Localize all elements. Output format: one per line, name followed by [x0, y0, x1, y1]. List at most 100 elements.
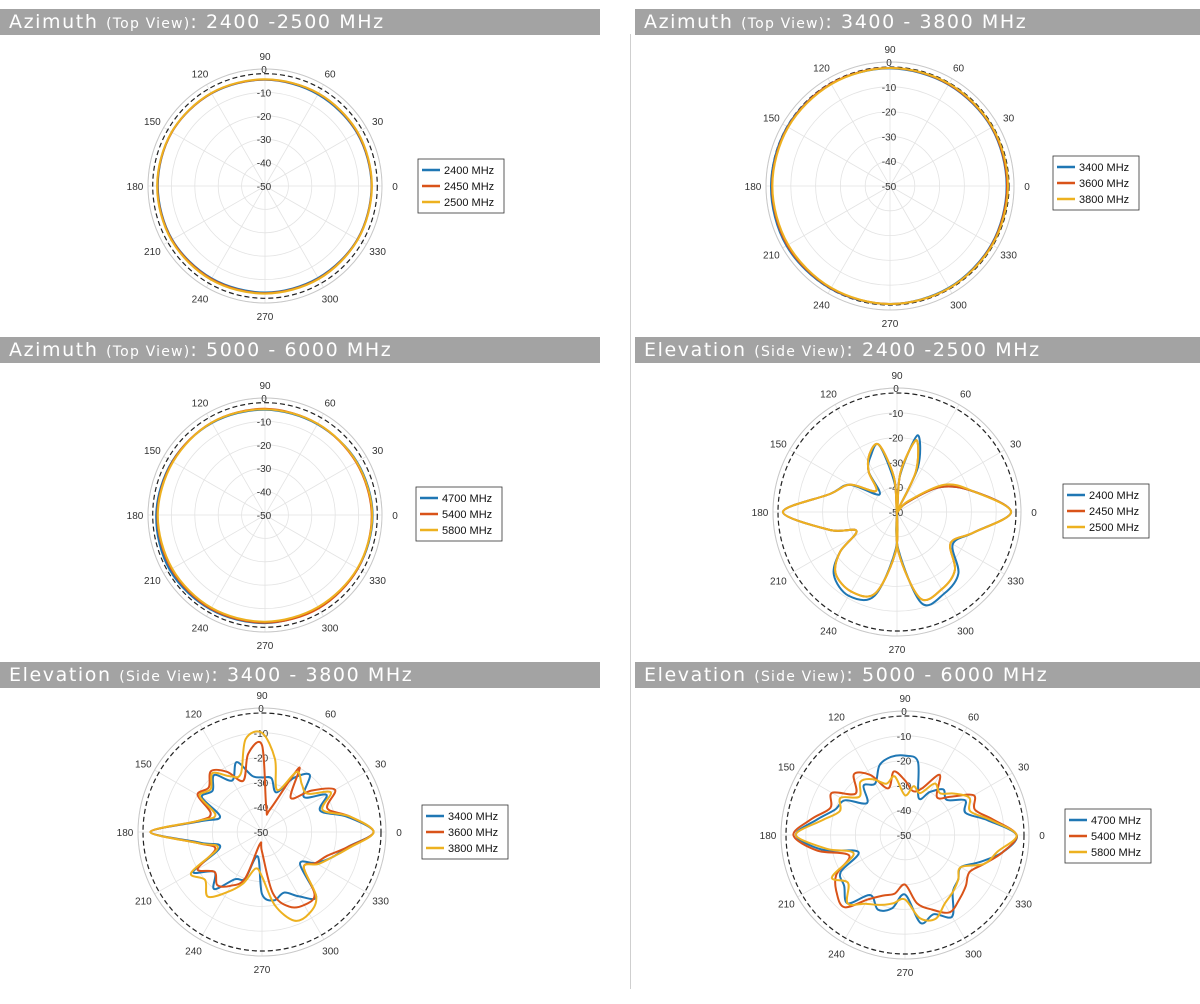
radial-tick-label: -30 — [257, 464, 272, 475]
reference-circle — [777, 392, 1017, 632]
angle-tick-label: 210 — [144, 247, 161, 258]
polar-frame — [147, 68, 383, 304]
grid-spoke — [206, 185, 266, 288]
grid-spoke — [834, 511, 898, 620]
angle-tick-label: 30 — [372, 446, 384, 457]
angle-tick-label: 60 — [325, 709, 337, 720]
angle-tick-label: 240 — [192, 295, 209, 306]
angle-tick-label: 90 — [259, 381, 271, 392]
angle-tick-label: 150 — [770, 440, 787, 451]
radial-tick-label: -50 — [257, 511, 272, 522]
angle-tick-label: 270 — [257, 641, 274, 652]
angle-tick-label: 0 — [1039, 831, 1045, 842]
legend-label: 5800 MHz — [1091, 847, 1141, 859]
polar-chart: 0 30 60 90 120 150 180 210 240 270 300 330 0 -10 -20 -3… — [752, 371, 1150, 656]
radial-tick-label: -20 — [257, 112, 272, 123]
angle-tick-label: 30 — [375, 760, 387, 771]
chart-panel-elevation-5000: Elevation (Side View): 5000 - 6000 MHz 0… — [635, 662, 1200, 992]
angle-tick-label: 270 — [889, 645, 906, 656]
angle-tick-label: 240 — [813, 301, 830, 312]
radial-tick-label: -10 — [897, 732, 912, 743]
legend-label: 2450 MHz — [444, 181, 494, 193]
legend-label: 2400 MHz — [444, 165, 494, 177]
radial-tick-label: -30 — [889, 458, 904, 469]
angle-tick-label: 330 — [369, 576, 386, 587]
radial-tick-label: -10 — [257, 88, 272, 99]
radial-tick-label: -10 — [257, 417, 272, 428]
series-line — [149, 730, 375, 922]
grid-spoke — [827, 78, 891, 187]
angle-tick-label: 210 — [144, 576, 161, 587]
radial-tick-label: -20 — [882, 108, 897, 119]
grid-spoke — [797, 834, 906, 898]
grid-spoke — [904, 834, 968, 943]
angle-tick-label: 30 — [1003, 114, 1015, 125]
angle-tick-label: 240 — [828, 950, 845, 961]
angle-tick-label: 0 — [392, 511, 398, 522]
angle-tick-label: 270 — [257, 312, 274, 323]
chart-panel-elevation-2400: Elevation (Side View): 2400 -2500 MHz 0 3… — [635, 337, 1200, 667]
grid-spoke — [797, 772, 906, 836]
angle-tick-label: 60 — [324, 69, 336, 80]
grid-spoke — [163, 185, 266, 245]
angle-tick-label: 90 — [259, 52, 271, 63]
angle-tick-label: 30 — [1010, 440, 1022, 451]
angle-tick-label: 150 — [778, 763, 795, 774]
angle-tick-label: 180 — [745, 182, 762, 193]
angle-tick-label: 120 — [185, 709, 202, 720]
reference-circle — [785, 715, 1025, 955]
radial-tick-label: -50 — [897, 831, 912, 842]
grid-spoke — [199, 724, 263, 833]
series-line — [781, 439, 1013, 602]
radial-tick-label: -50 — [254, 828, 269, 839]
legend: 4700 MHz 5400 MHz 5800 MHz — [415, 486, 503, 542]
polar-chart: 0 30 60 90 120 150 180 210 240 270 300 330 0 -10 -20 -3… — [127, 52, 505, 323]
grid-spoke — [904, 834, 1013, 898]
reference-circle — [152, 402, 378, 628]
grid-spoke — [154, 769, 263, 833]
angle-tick-label: 300 — [322, 295, 339, 306]
grid-spoke — [896, 449, 1005, 513]
angle-tick-label: 60 — [953, 63, 965, 74]
polar-chart: 0 30 60 90 120 150 180 210 240 270 300 330 0 -10 -20 -3… — [760, 694, 1152, 979]
grid-spoke — [842, 727, 906, 836]
angle-tick-label: 330 — [369, 247, 386, 258]
angle-tick-label: 210 — [770, 577, 787, 588]
grid-spoke — [264, 185, 324, 288]
grid-spoke — [264, 84, 324, 187]
reference-circle — [152, 73, 378, 299]
radial-tick-label: -30 — [254, 778, 269, 789]
grid-spoke — [206, 84, 266, 187]
series-line — [156, 78, 373, 295]
grid-spoke — [827, 185, 891, 294]
radial-tick-label: 0 — [261, 65, 267, 76]
angle-tick-label: 120 — [813, 63, 830, 74]
grid-spoke — [163, 456, 266, 516]
polar-chart: 0 30 60 90 120 150 180 210 240 270 300 330 0 -10 -20 -3… — [117, 691, 509, 976]
angle-tick-label: 120 — [192, 398, 209, 409]
polar-frame — [780, 710, 1030, 960]
radial-tick-label: -20 — [897, 757, 912, 768]
angle-tick-label: 60 — [324, 398, 336, 409]
grid-spoke — [206, 514, 266, 617]
angle-tick-label: 180 — [760, 831, 777, 842]
panel-divider — [630, 34, 631, 989]
polar-frame — [147, 397, 383, 633]
radial-tick-label: -20 — [889, 434, 904, 445]
legend: 3400 MHz 3600 MHz 3800 MHz — [421, 804, 509, 860]
angle-tick-label: 120 — [192, 69, 209, 80]
legend-label: 5400 MHz — [1091, 831, 1141, 843]
grid-spoke — [264, 514, 324, 617]
polar-frame — [765, 61, 1015, 311]
angle-tick-label: 0 — [396, 828, 402, 839]
polar-frame — [772, 387, 1022, 637]
grid-spoke — [264, 185, 367, 245]
radial-tick-label: -40 — [257, 488, 272, 499]
angle-tick-label: 270 — [897, 968, 914, 979]
angle-tick-label: 270 — [254, 965, 271, 976]
legend-label: 3600 MHz — [448, 827, 498, 839]
legend-label: 5400 MHz — [442, 509, 492, 521]
grid-spoke — [782, 185, 891, 249]
grid-spoke — [889, 123, 998, 187]
grid-spoke — [904, 772, 1013, 836]
